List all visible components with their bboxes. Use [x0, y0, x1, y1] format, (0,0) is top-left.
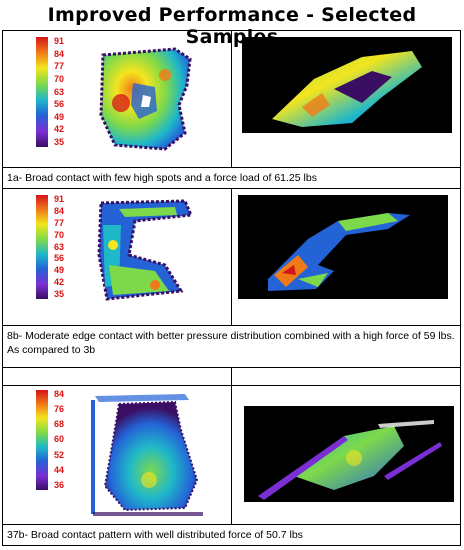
scale-tick: 56 [54, 253, 65, 264]
scale-tick: 49 [54, 111, 65, 122]
scale-tick: 77 [54, 217, 65, 228]
sample-1a-caption-row: 1a- Broad contact with few high spots an… [2, 167, 461, 189]
sample-1a-caption: 1a- Broad contact with few high spots an… [2, 167, 461, 189]
scale-tick: 42 [54, 124, 65, 135]
sample-8b-pressure-map-cell: 91 84 77 70 63 56 49 42 35 [2, 188, 232, 326]
scale-tick: 63 [54, 86, 65, 97]
scale-tick: 56 [54, 99, 65, 110]
color-scale-bar [36, 37, 48, 147]
scale-tick: 84 [54, 205, 65, 216]
scale-tick: 77 [54, 61, 65, 72]
sample-37b-color-scale: 84 76 68 60 52 44 36 [36, 390, 64, 490]
scale-tick: 35 [54, 137, 65, 147]
scale-tick: 84 [54, 48, 65, 59]
sample-8b-caption: 8b- Moderate edge contact with better pr… [2, 325, 461, 368]
sample-8b-color-scale: 91 84 77 70 63 56 49 42 35 [36, 195, 64, 299]
scale-tick: 36 [54, 479, 65, 490]
sample-8b-caption-row: 8b- Moderate edge contact with better pr… [2, 325, 461, 368]
scale-tick: 44 [54, 464, 65, 475]
scale-tick: 35 [54, 289, 65, 299]
sample-1a-3d-plot [242, 37, 452, 133]
sample-37b-images-row: 84 76 68 60 52 44 36 [2, 385, 461, 525]
sample-37b-caption-row: 37b- Broad contact pattern with well dis… [2, 524, 461, 546]
sample-8b-3d-plot-cell [231, 188, 461, 326]
sample-8b-3d-plot [238, 195, 448, 299]
sample-37b-spacer-row [2, 367, 461, 386]
scale-tick: 49 [54, 265, 65, 276]
scale-tick: 76 [54, 404, 65, 415]
scale-tick: 52 [54, 449, 65, 460]
sample-1a-images-row: 91 84 77 70 63 56 49 42 35 [2, 30, 461, 168]
sample-8b-images-row: 91 84 77 70 63 56 49 42 35 [2, 188, 461, 326]
scale-tick: 60 [54, 434, 65, 445]
scale-tick: 70 [54, 73, 65, 84]
samples-table: 91 84 77 70 63 56 49 42 35 [2, 30, 461, 546]
scale-tick: 84 [54, 389, 65, 399]
scale-tick: 42 [54, 277, 65, 288]
sample-1a-pressure-map [99, 47, 192, 151]
scale-tick: 91 [54, 36, 65, 46]
sample-37b-caption: 37b- Broad contact pattern with well dis… [2, 524, 461, 546]
sample-1a-pressure-map-cell: 91 84 77 70 63 56 49 42 35 [2, 30, 232, 168]
scale-tick: 68 [54, 419, 65, 430]
scale-tick: 63 [54, 241, 65, 252]
sample-1a-3d-plot-cell [231, 30, 461, 168]
scale-tick: 91 [54, 194, 65, 204]
sample-8b-pressure-map [97, 199, 194, 301]
sample-37b-pressure-map [91, 394, 203, 516]
sample-37b-3d-plot [244, 406, 454, 502]
sample-37b-3d-plot-cell [231, 385, 461, 525]
sample-1a-color-scale: 91 84 77 70 63 56 49 42 35 [36, 37, 64, 147]
scale-tick: 70 [54, 229, 65, 240]
color-scale-bar [36, 195, 48, 299]
color-scale-bar [36, 390, 48, 490]
sample-37b-pressure-map-cell: 84 76 68 60 52 44 36 [2, 385, 232, 525]
